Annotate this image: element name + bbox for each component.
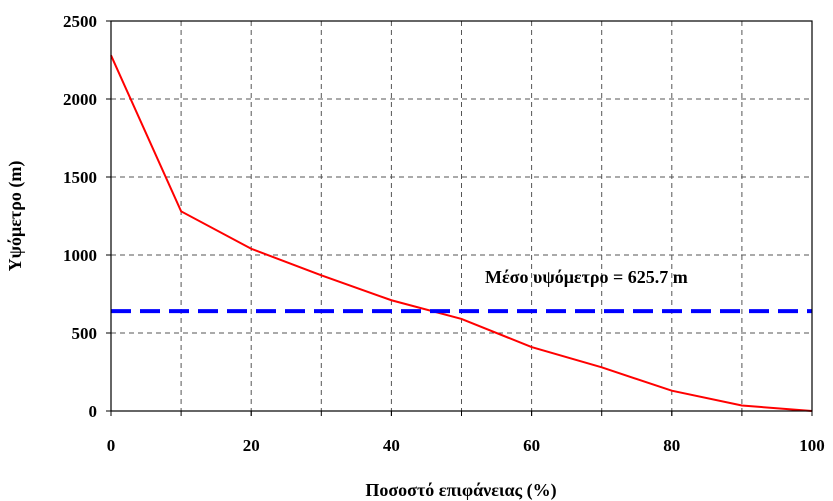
y-tick-label: 2000: [63, 90, 97, 109]
x-tick-label: 100: [799, 436, 825, 455]
y-tick-label: 0: [89, 402, 98, 421]
x-tick-label: 40: [383, 436, 400, 455]
mean-elevation-annotation: Μέσο υψόμετρο = 625.7 m: [485, 267, 688, 287]
grid: [111, 21, 812, 411]
series-group: [110, 54, 813, 412]
y-tick-label: 2500: [63, 12, 97, 31]
x-axis-title: Ποσοστό επιφάνειας (%): [365, 480, 556, 501]
axes: [106, 20, 813, 416]
y-tick-label: 500: [72, 324, 98, 343]
y-axis-title: Υψόμετρο (m): [5, 161, 26, 272]
y-tick-label: 1500: [63, 168, 97, 187]
hypsometric-curve: [110, 54, 813, 412]
x-tick-label: 60: [523, 436, 540, 455]
y-tick-label: 1000: [63, 246, 97, 265]
x-tick-label: 0: [107, 436, 116, 455]
x-tick-label: 20: [243, 436, 260, 455]
x-tick-label: 80: [663, 436, 680, 455]
